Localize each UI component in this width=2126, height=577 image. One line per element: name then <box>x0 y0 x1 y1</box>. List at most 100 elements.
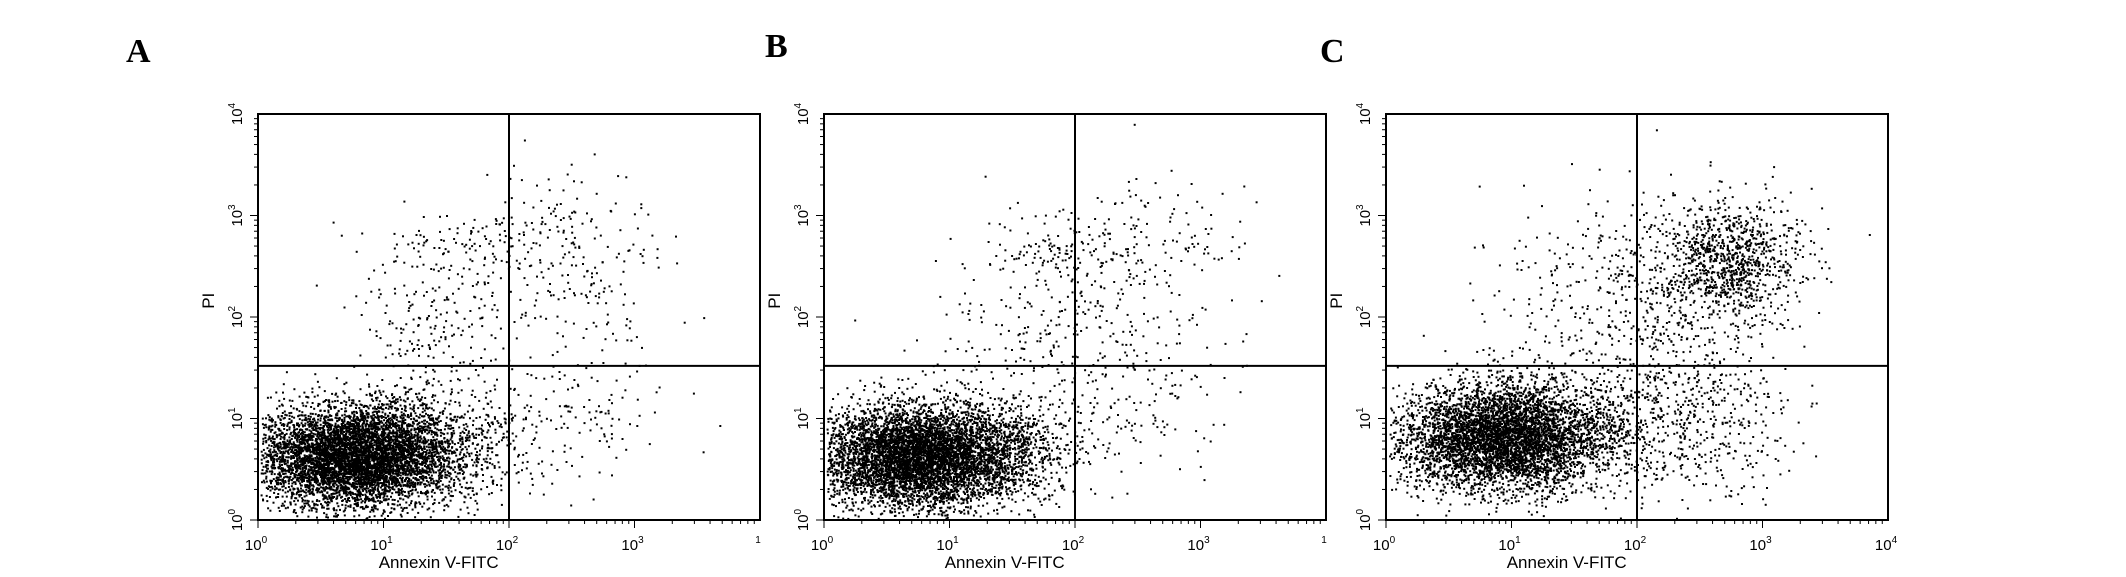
data-point <box>268 453 271 456</box>
data-point <box>387 468 390 471</box>
data-point <box>333 449 336 452</box>
data-point <box>353 455 356 458</box>
data-point <box>308 484 311 487</box>
data-point <box>447 492 450 495</box>
data-point <box>337 430 340 433</box>
data-point <box>385 453 388 456</box>
data-point <box>341 424 343 427</box>
data-point <box>264 472 267 475</box>
data-point <box>285 414 288 417</box>
data-point <box>342 450 345 453</box>
data-point <box>338 452 340 455</box>
data-point <box>352 442 355 445</box>
data-point <box>365 412 368 415</box>
data-point <box>319 440 322 443</box>
data-point <box>290 463 293 466</box>
data-point <box>381 446 384 449</box>
data-point <box>303 480 305 482</box>
data-point <box>313 407 316 410</box>
data-point <box>286 461 289 464</box>
data-point <box>398 431 401 434</box>
data-point <box>268 444 271 447</box>
data-point <box>456 472 459 475</box>
data-point <box>330 437 333 440</box>
data-point <box>327 431 330 434</box>
data-point <box>359 415 362 418</box>
data-point <box>308 474 311 477</box>
data-point <box>269 419 272 422</box>
data-point <box>373 480 376 483</box>
data-point <box>425 403 428 406</box>
data-point <box>340 427 343 430</box>
data-point <box>376 468 379 471</box>
data-point <box>373 487 376 490</box>
data-point <box>383 470 386 473</box>
data-point <box>277 481 279 484</box>
data-point <box>377 410 380 413</box>
data-point <box>394 470 397 473</box>
data-point <box>373 483 375 486</box>
data-point <box>432 446 435 449</box>
data-point <box>445 485 448 488</box>
data-point <box>319 419 322 422</box>
data-point <box>420 477 423 480</box>
data-point <box>434 462 437 465</box>
data-point <box>395 484 398 487</box>
data-point <box>400 451 403 454</box>
data-point <box>283 438 286 441</box>
data-point <box>323 429 326 432</box>
data-point <box>338 417 341 420</box>
data-point <box>335 437 338 440</box>
data-point <box>310 430 313 433</box>
data-point <box>417 495 420 498</box>
data-point <box>278 463 281 466</box>
data-point <box>369 482 372 484</box>
data-point <box>301 480 304 483</box>
data-point <box>401 467 404 470</box>
data-point <box>318 445 321 448</box>
data-point <box>396 437 399 440</box>
data-point <box>270 482 272 485</box>
data-point <box>467 512 470 515</box>
data-point <box>292 493 295 496</box>
data-point <box>394 435 397 438</box>
data-point <box>289 440 291 443</box>
data-point <box>343 416 346 419</box>
data-point <box>269 489 272 492</box>
data-point <box>294 444 297 446</box>
data-point <box>281 453 284 456</box>
data-point <box>367 477 370 480</box>
data-point <box>301 402 304 405</box>
data-point <box>405 501 408 504</box>
data-point <box>296 487 299 490</box>
data-point <box>327 424 330 427</box>
data-point <box>327 467 330 470</box>
data-point <box>335 417 338 420</box>
data-point <box>478 433 480 436</box>
data-point <box>467 493 470 496</box>
data-point <box>358 454 361 457</box>
data-point <box>417 511 420 514</box>
data-point <box>392 400 394 403</box>
data-point <box>367 439 370 442</box>
data-point <box>328 457 331 460</box>
data-point <box>282 423 285 425</box>
data-point <box>339 484 342 487</box>
data-point <box>441 411 444 414</box>
data-point <box>343 509 346 512</box>
data-point <box>327 411 330 414</box>
data-point <box>302 461 305 464</box>
data-point <box>305 450 308 453</box>
data-point <box>340 401 343 404</box>
data-point <box>284 450 287 453</box>
data-point <box>309 488 312 491</box>
data-point <box>415 465 418 468</box>
data-point <box>403 463 406 466</box>
data-point <box>448 457 451 460</box>
data-point <box>402 456 405 459</box>
data-point <box>287 456 290 459</box>
data-point <box>349 504 352 507</box>
data-point <box>400 411 403 414</box>
data-point <box>321 434 324 437</box>
data-point <box>404 473 407 476</box>
